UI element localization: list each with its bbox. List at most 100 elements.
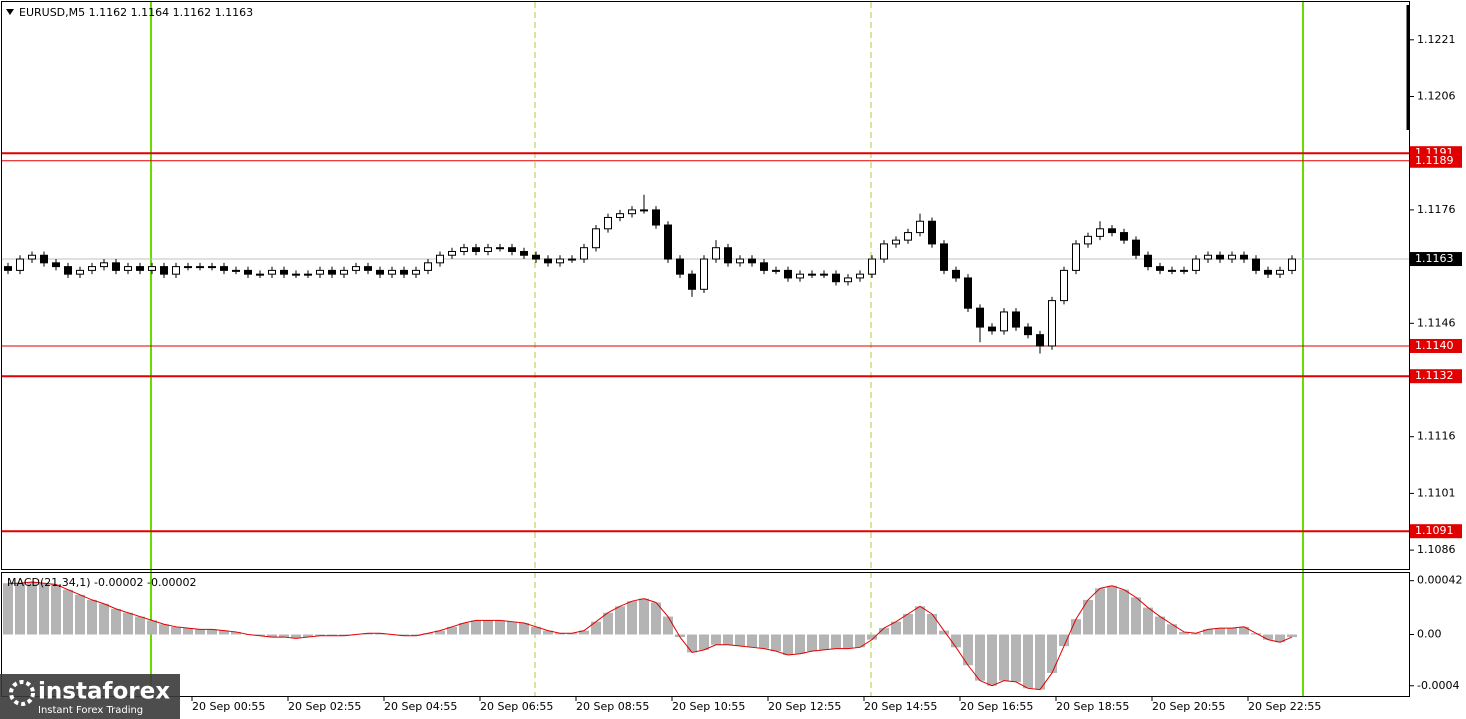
chart-title: EURUSD,M5 1.1162 1.1164 1.1162 1.1163	[19, 6, 253, 19]
candle-body	[892, 239, 900, 245]
macd-bar	[1203, 629, 1213, 635]
x-tick-label: 20 Sep 00:55	[192, 700, 265, 713]
candle-body	[844, 277, 852, 283]
macd-bar	[795, 634, 805, 654]
candle-body	[1036, 334, 1044, 347]
candle-body	[544, 258, 552, 264]
macd-bar	[915, 606, 925, 635]
macd-bar	[975, 634, 985, 681]
macd-bar	[615, 606, 625, 635]
candle-body	[532, 254, 540, 260]
macd-bar	[279, 634, 289, 638]
macd-bar	[375, 633, 385, 635]
candle-body	[652, 209, 660, 226]
candle-body	[196, 266, 204, 269]
macd-bar	[579, 630, 589, 635]
x-tick-label: 20 Sep 22:55	[1248, 700, 1321, 713]
candle-body	[184, 266, 192, 269]
price-panel	[2, 2, 1409, 696]
macd-bar	[147, 620, 157, 635]
candle-body	[412, 269, 420, 275]
macd-bar	[483, 620, 493, 635]
logo: instaforex Instant Forex Trading	[0, 674, 180, 719]
macd-bar	[411, 634, 421, 636]
macd-bar	[639, 598, 649, 635]
macd-bar	[1155, 616, 1165, 635]
macd-bar	[231, 631, 241, 635]
logo-name: instaforex	[38, 679, 170, 705]
x-tick-label: 20 Sep 12:55	[768, 700, 841, 713]
x-tick-label: 20 Sep 16:55	[960, 700, 1033, 713]
macd-bar	[831, 634, 841, 649]
level-label: 1.1140	[1415, 339, 1454, 352]
candle-body	[304, 273, 312, 276]
macd-bar	[555, 633, 565, 635]
macd-bar	[423, 633, 433, 635]
y-tick-label: 1.1101	[1417, 486, 1456, 499]
macd-bar	[123, 612, 133, 635]
macd-bar	[1275, 634, 1285, 643]
x-tick-label: 20 Sep 02:55	[288, 700, 361, 713]
candle-body	[328, 269, 336, 275]
macd-bar	[711, 634, 721, 645]
macd-bar	[87, 599, 97, 635]
macd-bar	[1251, 633, 1261, 635]
candle-body	[1072, 243, 1080, 271]
candle-body	[1264, 269, 1272, 275]
macd-bar	[1059, 634, 1069, 647]
macd-bar	[111, 608, 121, 635]
macd-bar	[663, 616, 673, 635]
macd-bar	[759, 634, 769, 649]
macd-bar	[255, 634, 265, 636]
candle-body	[112, 262, 120, 271]
candle-body	[772, 269, 780, 272]
candle-body	[808, 273, 816, 276]
macd-bar	[651, 602, 661, 635]
macd-bar	[543, 630, 553, 635]
macd-bar	[1095, 588, 1105, 635]
macd-bar	[507, 621, 517, 635]
macd-bar	[519, 622, 529, 635]
macd-bar	[891, 621, 901, 635]
logo-box	[0, 674, 180, 719]
candle-body	[1276, 269, 1284, 275]
candle-body	[700, 258, 708, 290]
candle-body	[28, 254, 36, 260]
candle-body	[916, 220, 924, 234]
candle-body	[676, 258, 684, 275]
macd-bar	[531, 626, 541, 635]
candle-body	[52, 262, 60, 268]
candle-body	[724, 247, 732, 264]
macd-bar	[219, 630, 229, 635]
candle-body	[868, 258, 876, 275]
menu-triangle[interactable]	[6, 9, 14, 15]
candle-body	[76, 269, 84, 275]
candle-body	[352, 266, 360, 271]
macd-frame	[1, 572, 1410, 697]
macd-bar	[1047, 634, 1057, 673]
candle-body	[484, 247, 492, 252]
candle-body	[316, 269, 324, 275]
candle-body	[1144, 254, 1152, 268]
macd-bar	[183, 628, 193, 635]
macd-bar	[1083, 599, 1093, 635]
y-tick-label: 1.1146	[1417, 316, 1456, 329]
candle-body	[472, 247, 480, 252]
candle-body	[1108, 228, 1116, 234]
candle-body	[988, 326, 996, 332]
candle-body	[976, 307, 984, 328]
macd-bar	[471, 620, 481, 635]
candle-body	[376, 269, 384, 275]
candle-body	[460, 247, 468, 252]
y-tick-label: 1.1116	[1417, 430, 1456, 443]
macd-bar	[987, 634, 997, 686]
macd-bar	[939, 630, 949, 635]
last-price-label: 1.1163	[1415, 252, 1454, 265]
macd-bar	[567, 633, 577, 635]
macd-bar	[855, 634, 865, 648]
macd-bar	[15, 583, 25, 635]
x-tick-label: 20 Sep 10:55	[672, 700, 745, 713]
candle-body	[1180, 269, 1188, 272]
macd-bar	[303, 634, 313, 638]
candle-body	[1204, 254, 1212, 260]
